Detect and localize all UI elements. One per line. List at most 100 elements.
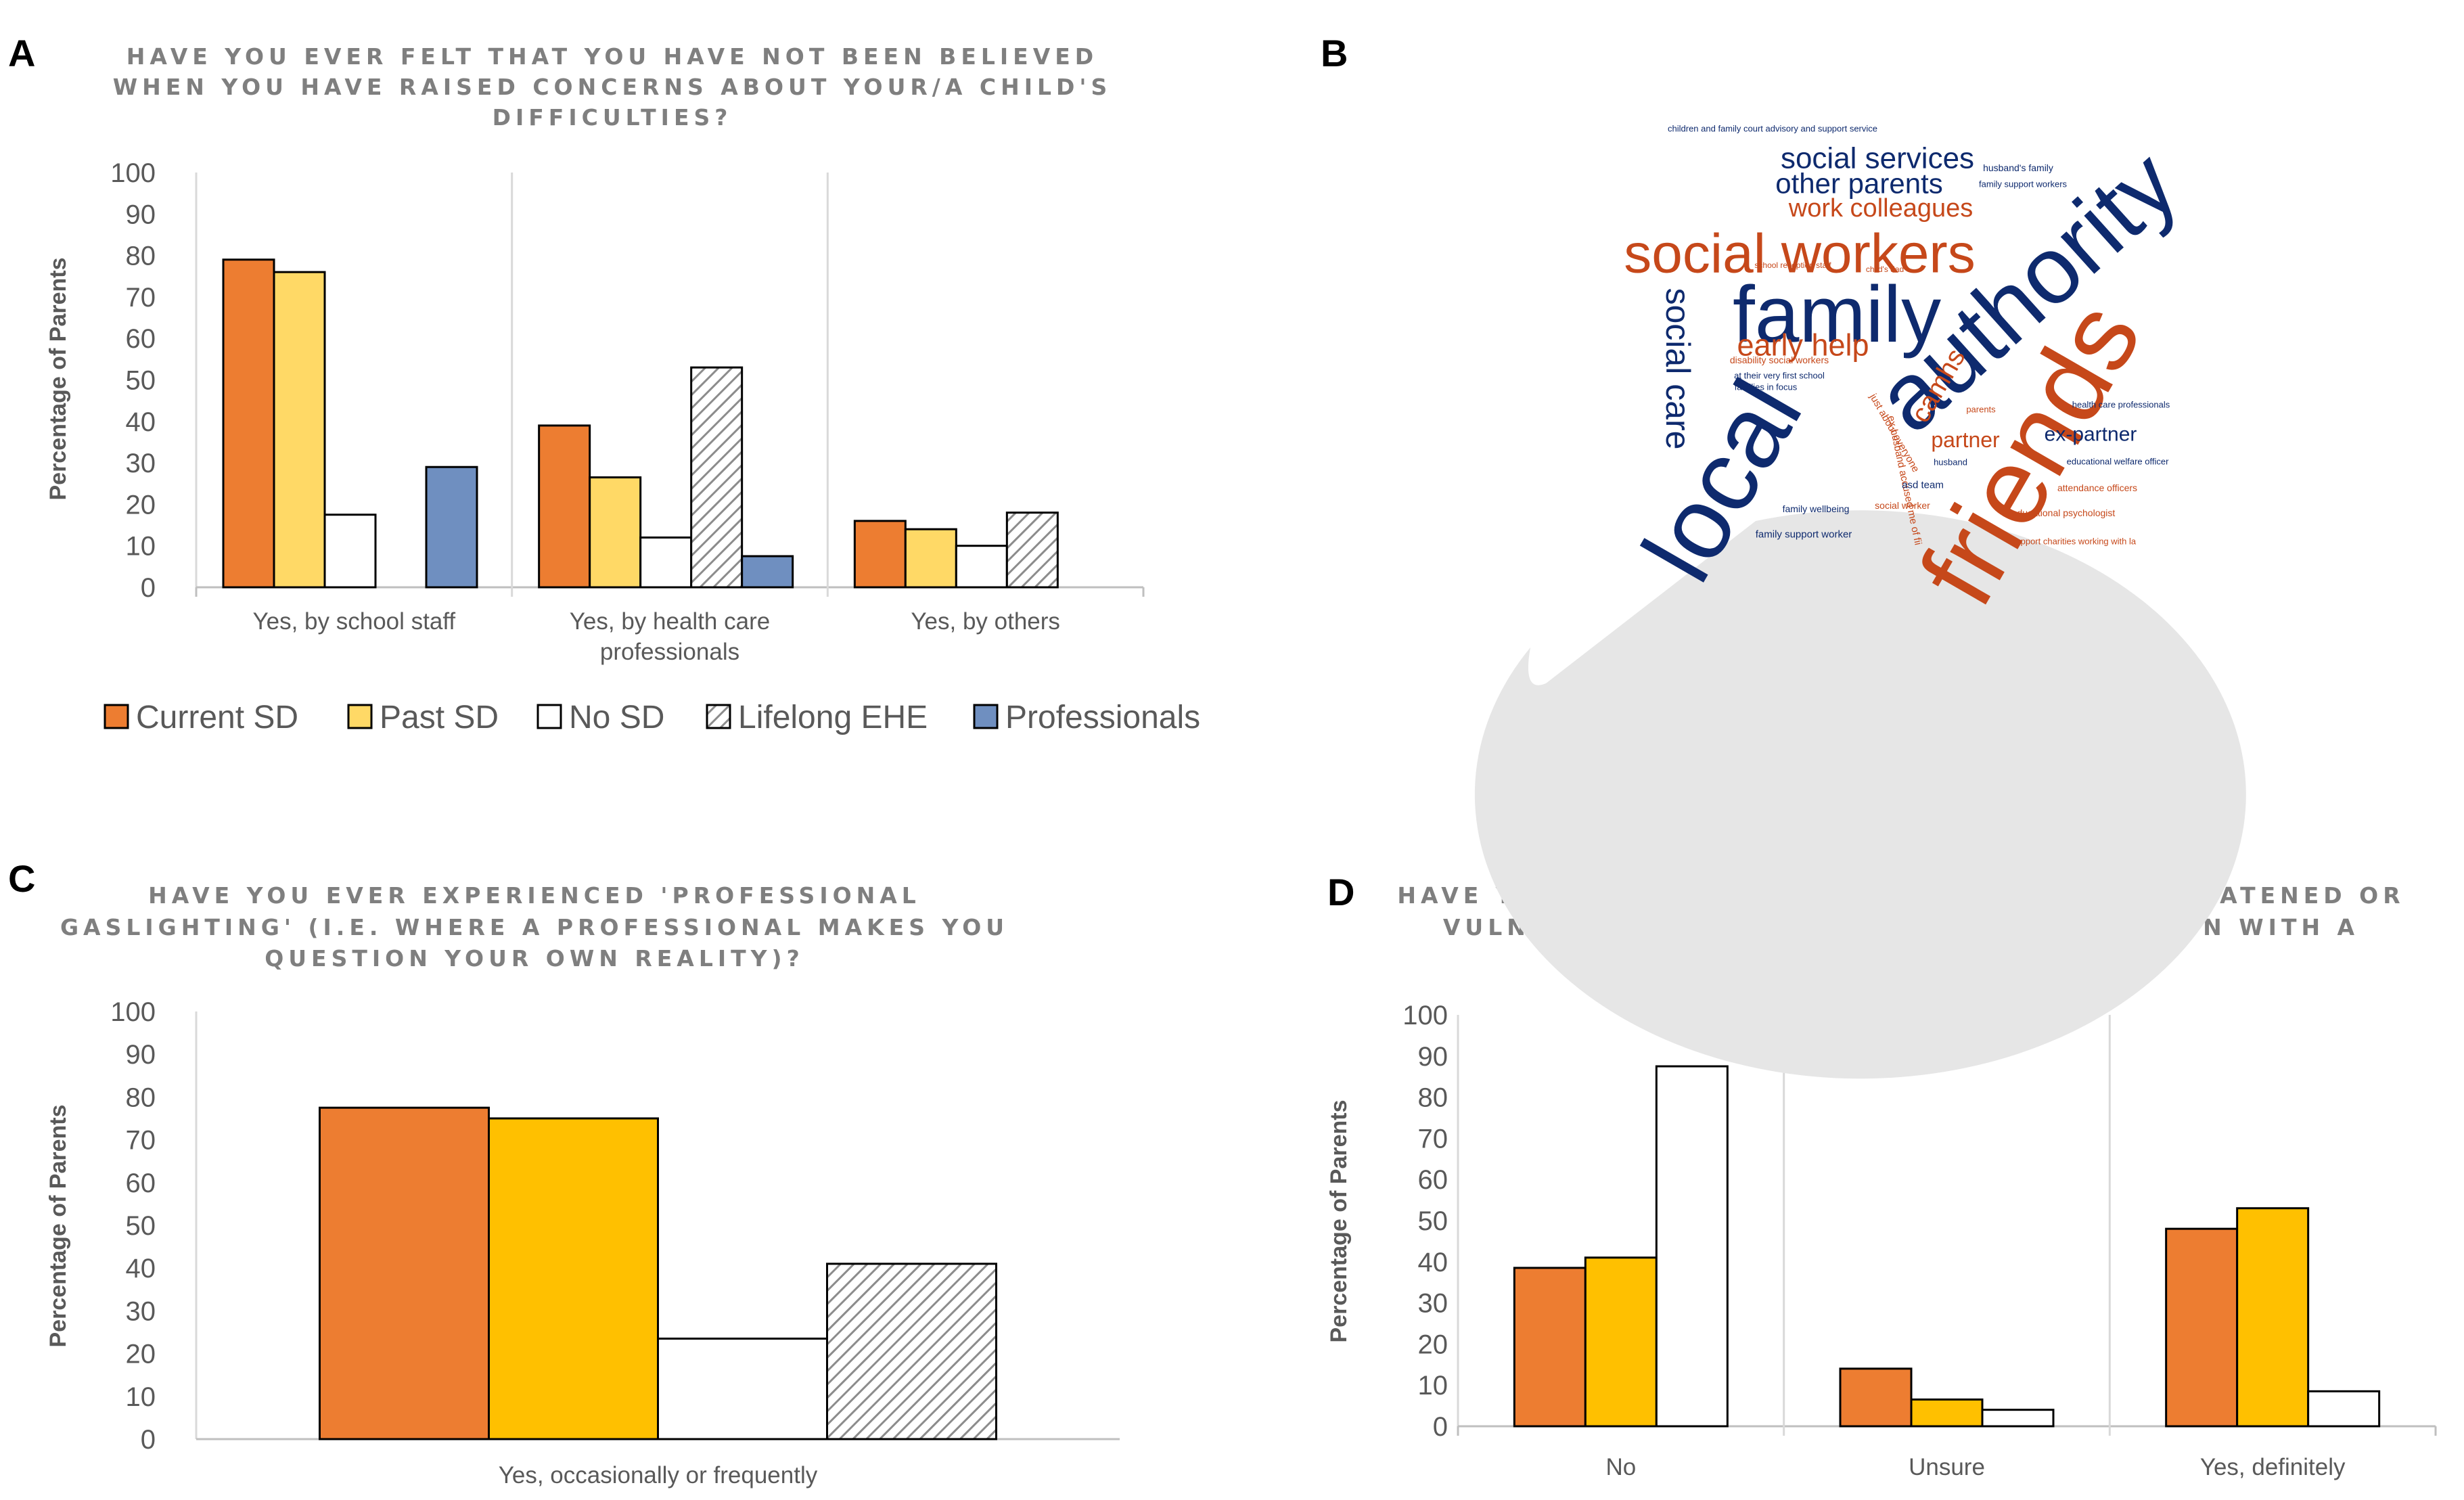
y-tick-label: 60 [126, 1168, 156, 1198]
bar-past-sd-yes-by-health-care-professionals [589, 476, 642, 589]
legend-item-past-sd: Past SD [347, 700, 499, 735]
wordcloud-b: children and family court advisory and s… [1474, 124, 2246, 1079]
y-tick-label: 0 [1433, 1412, 1448, 1442]
y-tick-label: 20 [126, 490, 156, 520]
bar-no-sd-yes-by-health-care-professionals [639, 536, 693, 589]
y-tick-label: 100 [110, 997, 156, 1027]
word-parents: parents [1966, 405, 1996, 415]
bar-lifelong-ehe-yes-occasionally-or-frequently [826, 1263, 997, 1440]
word-work-colleagues: work colleagues [1788, 194, 1973, 223]
bar-past-sd-no [1584, 1256, 1658, 1428]
bar-lifelong-ehe-yes-by-health-care-professionals [690, 366, 744, 589]
chart-title-line: DIFFICULTIES? [493, 104, 733, 131]
chart-title-line: QUESTION YOUR OWN REALITY)? [265, 945, 804, 972]
word-social-workers: social workers [1624, 223, 1975, 285]
legend-swatch [104, 704, 129, 729]
y-tick-label: 100 [1402, 1001, 1448, 1030]
y-tick-label: 100 [110, 158, 156, 188]
y-tick-label: 90 [126, 200, 156, 229]
bar-current-sd-unsure [1839, 1367, 1913, 1428]
bar-no-sd-yes-by-others [955, 545, 1008, 589]
legend-swatch [706, 704, 731, 729]
x-category-label: Unsure [1909, 1454, 1985, 1480]
bar-past-sd-unsure [1910, 1398, 1984, 1428]
chart-title-line: WHEN YOU HAVE RAISED CONCERNS ABOUT YOUR… [113, 74, 1112, 100]
word-other-parents: other parents [1775, 168, 1943, 200]
y-tick-label: 0 [141, 1425, 156, 1455]
word-social-worker: social worker [1875, 500, 1930, 511]
x-category-label: Yes, by school staff [253, 608, 456, 635]
y-tick-label: 80 [1418, 1083, 1448, 1113]
word-family: family [1733, 270, 1941, 359]
chart-a: HAVE YOU EVER FELT THAT YOU HAVE NOT BEE… [45, 43, 1200, 735]
legend-item-no-sd: No SD [537, 700, 664, 735]
word-family-wellbeing: family wellbeing [1783, 503, 1850, 514]
y-tick-label: 70 [126, 283, 156, 313]
y-tick-label: 50 [1418, 1206, 1448, 1236]
y-tick-label: 50 [126, 366, 156, 396]
y-tick-label: 50 [126, 1211, 156, 1241]
y-tick-label: 30 [126, 449, 156, 478]
legend-label: No SD [569, 700, 664, 735]
y-tick-label: 90 [126, 1040, 156, 1070]
bar-lifelong-ehe-yes-by-others [1005, 512, 1059, 589]
bar-current-sd-yes-occasionally-or-frequently [319, 1106, 490, 1440]
legend-item-lifelong-ehe: Lifelong EHE [706, 700, 928, 735]
bar-past-sd-yes-by-others [904, 528, 957, 589]
legend-swatch [973, 704, 999, 729]
word-children-and-family-court-advisory-and-support-service: children and family court advisory and s… [1668, 124, 1877, 134]
bar-no-sd-yes-definitely [2307, 1390, 2381, 1428]
legend-label: Professionals [1005, 700, 1200, 735]
y-tick-label: 20 [126, 1340, 156, 1369]
x-category-label: No [1605, 1454, 1636, 1480]
bar-past-sd-yes-by-school-staff [273, 271, 326, 589]
legend-item-current-sd: Current SD [104, 700, 298, 735]
bar-current-sd-yes-by-others [853, 520, 907, 589]
panel-letter-c: C [8, 857, 35, 900]
y-tick-label: 70 [1418, 1124, 1448, 1154]
word-disability-social-workers: disability social workers [1730, 355, 1829, 365]
y-tick-label: 10 [126, 1382, 156, 1412]
chart-title-line: HAVE YOU EVER FELT THAT YOU HAVE NOT BEE… [127, 43, 1098, 70]
y-tick-label: 40 [126, 1254, 156, 1283]
x-category-label: professionals [600, 639, 739, 665]
x-category-label: Yes, occasionally or frequently [499, 1462, 818, 1488]
y-tick-label: 0 [141, 573, 156, 603]
bar-current-sd-yes-by-school-staff [222, 258, 275, 589]
bar-professionals-yes-by-school-staff [425, 465, 478, 589]
word-husband-s-family: husband's family [1983, 162, 2053, 173]
y-tick-label: 80 [126, 242, 156, 271]
word-partner: partner [1931, 428, 2000, 452]
bar-current-sd-yes-by-health-care-professionals [538, 424, 591, 589]
y-axis-label: Percentage of Parents [45, 1104, 71, 1347]
word-educational-psychologist: educational psychologist [2012, 507, 2116, 518]
word-educational-welfare-officer: educational welfare officer [2067, 457, 2169, 467]
legend-label: Past SD [380, 700, 499, 735]
chart-title-line: HAVE YOU EVER EXPERIENCED 'PROFESSIONAL [148, 882, 921, 909]
word-social-care: social care [1659, 288, 1697, 450]
word-child-s-dad: child's dad [1866, 265, 1904, 274]
bar-current-sd-no [1513, 1267, 1587, 1428]
word-at-their-very-first-school: at their very first school [1734, 371, 1825, 381]
bar-professionals-yes-by-health-care-professionals [741, 555, 794, 589]
y-axis-label: Percentage of Parents [45, 257, 71, 500]
word-early-help: early help [1737, 328, 1869, 363]
legend-swatch [537, 704, 562, 729]
word-school-reception-staff: school reception staff [1754, 260, 1831, 270]
y-axis-label: Percentage of Parents [1326, 1099, 1352, 1342]
legend-label: Current SD [136, 700, 298, 735]
word-social-services: social services [1781, 142, 1974, 175]
y-tick-label: 30 [126, 1296, 156, 1326]
y-tick-label: 80 [126, 1083, 156, 1112]
word-ex-partner: ex-partner [2045, 424, 2137, 446]
y-tick-label: 40 [1418, 1248, 1448, 1277]
bar-no-sd-unsure [1981, 1409, 2055, 1428]
x-category-label: Yes, by others [911, 608, 1060, 635]
word-support-charities-working-with-la: support charities working with la [2011, 537, 2137, 547]
y-tick-label: 20 [1418, 1329, 1448, 1359]
legend-item-professionals: Professionals [973, 700, 1200, 735]
x-category-label: Yes, definitely [2200, 1454, 2346, 1480]
word-family-support-worker: family support worker [1756, 529, 1852, 541]
legend-label: Lifelong EHE [738, 700, 928, 735]
y-tick-label: 60 [1418, 1165, 1448, 1195]
